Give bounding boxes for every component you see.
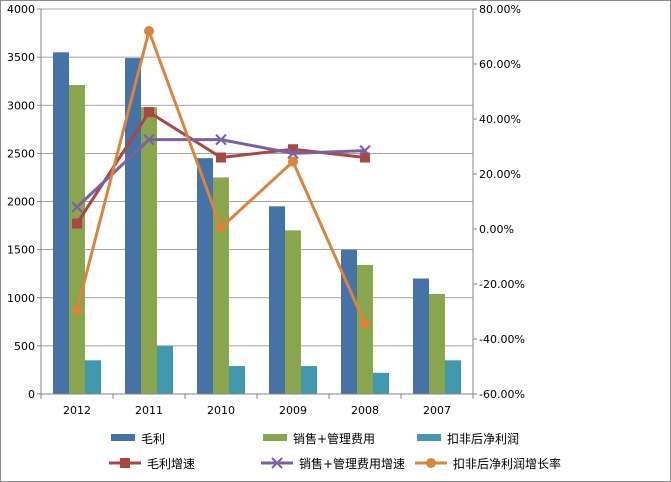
bar (69, 85, 85, 394)
legend-label: 销售+管理费用增速 (299, 456, 405, 471)
data-point-marker (360, 318, 370, 329)
y-tick-label: 3500 (7, 51, 35, 64)
data-point-marker (71, 201, 83, 213)
bar (269, 206, 285, 394)
y2-tick-label: -40.00% (479, 333, 525, 346)
bar (285, 230, 301, 394)
y-tick-label: 1500 (7, 244, 35, 257)
bar (229, 366, 245, 394)
bar (301, 366, 317, 394)
bar (197, 158, 213, 394)
y2-tick-label: 60.00% (479, 58, 521, 71)
bar (413, 278, 429, 394)
x-tick-label: 2007 (423, 404, 451, 417)
legend-label: 毛利 (141, 432, 165, 446)
legend-swatch (263, 434, 287, 441)
data-point-marker (360, 152, 370, 163)
y-tick-label: 2500 (7, 147, 35, 160)
y2-tick-label: -20.00% (479, 278, 525, 291)
data-point-marker (215, 133, 227, 146)
axes: 0 500 1000 1500 2000 2500 3000 3500 4000 -60.00% -… (7, 3, 525, 417)
data-point-marker (72, 218, 82, 229)
x-tick-label: 2011 (135, 404, 163, 417)
x-tick-label: 2008 (351, 404, 379, 417)
y-tick-label: 0 (28, 388, 35, 401)
data-point-marker (288, 144, 298, 155)
data-point-marker (144, 107, 154, 118)
y2-tick-label: 40.00% (479, 113, 521, 126)
legend-label: 销售+管理费用 (293, 431, 375, 446)
data-point-marker (271, 457, 283, 469)
data-point-marker (216, 152, 226, 163)
data-point-marker (287, 147, 299, 160)
bar (157, 345, 173, 394)
data-point-marker (359, 144, 371, 157)
x-tick-label: 2009 (279, 404, 307, 417)
y-tick-label: 2000 (7, 196, 35, 209)
legend-label: 扣非后净利润增长率 (453, 456, 561, 471)
bar (357, 265, 373, 394)
legend-swatch (417, 434, 441, 441)
data-point-marker (426, 458, 436, 468)
y-tick-label: 500 (14, 340, 35, 353)
data-point-marker (72, 305, 82, 316)
y-tick-label: 1000 (7, 292, 35, 305)
data-point-marker (144, 26, 154, 36)
data-point-marker (288, 156, 298, 167)
data-point-marker (216, 222, 226, 233)
legend-label: 毛利增速 (147, 457, 195, 471)
bar (445, 360, 461, 394)
bar-series (53, 52, 461, 395)
y2-tick-label: 20.00% (479, 168, 521, 181)
y-tick-label: 4000 (7, 3, 35, 16)
legend-swatch (111, 434, 135, 441)
bar (373, 372, 389, 394)
y2-tick-label: -60.00% (479, 388, 525, 401)
y2-tick-label: 0.00% (479, 223, 514, 236)
y-tick-label: 3000 (7, 99, 35, 112)
line-series (71, 26, 371, 329)
legend-label: 扣非后净利润 (447, 432, 519, 446)
data-point-marker (143, 133, 155, 146)
x-tick-label: 2012 (63, 404, 91, 417)
bar (85, 360, 101, 394)
bar (125, 58, 141, 395)
bar (53, 52, 69, 394)
bar (341, 249, 357, 394)
data-point-marker (120, 458, 130, 468)
x-tick-label: 2010 (207, 404, 235, 417)
bar (213, 177, 229, 394)
bar (429, 293, 445, 394)
y2-tick-label: 80.00% (479, 3, 521, 16)
bar (141, 107, 157, 395)
